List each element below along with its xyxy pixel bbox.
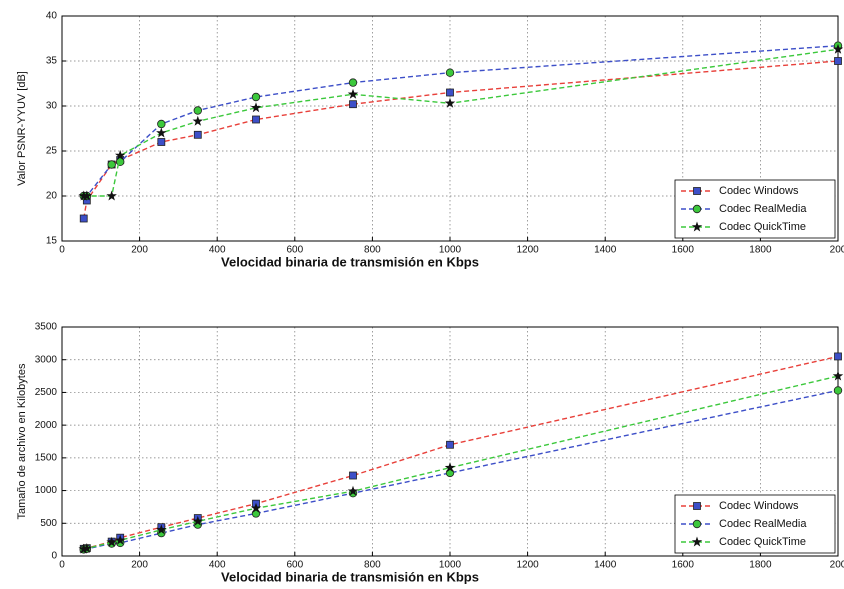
marker [349, 100, 357, 109]
y-tick-label: 3000 [35, 354, 58, 365]
legend: Codec Windows Codec RealMedia Codec QuickT… [674, 494, 836, 554]
x-axis-label: Velocidad binaria de transmisión en Kbps [221, 254, 479, 269]
marker [251, 92, 261, 102]
y-tick-label: 20 [46, 191, 58, 202]
x-tick-label: 600 [286, 245, 303, 256]
marker [347, 88, 359, 99]
marker [156, 127, 167, 138]
marker [832, 43, 844, 54]
y-tick-label: 40 [46, 11, 58, 22]
x-tick-label: 1400 [594, 245, 617, 256]
x-tick-label: 1200 [516, 560, 539, 571]
marker [106, 190, 117, 201]
y-tick-label: 35 [46, 56, 58, 67]
y-tick-label: 2500 [35, 387, 58, 398]
x-tick-label: 1600 [672, 560, 695, 571]
x-tick-label: 200 [830, 560, 844, 571]
x-tick-label: 200 [830, 245, 844, 256]
marker [693, 502, 701, 510]
x-tick-label: 1800 [749, 560, 772, 571]
marker [157, 119, 166, 129]
marker [250, 502, 262, 513]
y-tick-label: 1500 [35, 452, 58, 463]
marker [347, 485, 359, 496]
legend-label: Codec QuickTime [719, 536, 806, 548]
marker [445, 68, 455, 77]
marker [833, 386, 843, 395]
x-tick-label: 1400 [594, 560, 617, 571]
legend-label: Codec RealMedia [719, 518, 807, 530]
y-tick-label: 0 [51, 551, 57, 562]
marker [107, 160, 116, 169]
chart: 0 200 400 600 800 1000 1200 1400 1600 1800 200 15 20… [16, 11, 844, 270]
marker [692, 519, 702, 529]
marker [79, 214, 88, 223]
y-tick-label: 500 [40, 518, 57, 529]
marker [691, 536, 703, 547]
marker [693, 187, 701, 195]
x-tick-label: 800 [364, 245, 381, 256]
series-line [83, 48, 839, 197]
y-tick-label: 30 [46, 101, 58, 112]
x-tick-label: 600 [286, 560, 303, 571]
marker [193, 130, 202, 139]
marker [446, 88, 454, 97]
y-axis-label: Valor PSNR-YYUV [dB] [16, 71, 28, 186]
x-tick-label: 200 [131, 245, 148, 256]
marker [250, 102, 262, 113]
x-tick-label: 1000 [439, 560, 462, 571]
marker [692, 204, 702, 214]
marker [114, 534, 126, 545]
marker [114, 150, 126, 160]
x-tick-label: 400 [209, 560, 226, 571]
y-tick-label: 3500 [35, 322, 58, 333]
marker [78, 543, 89, 554]
y-tick-label: 1000 [35, 485, 58, 496]
marker [444, 462, 456, 473]
marker [81, 190, 93, 201]
legend-label: Codec QuickTime [719, 221, 806, 233]
series-line [83, 45, 839, 197]
x-tick-label: 0 [59, 245, 65, 256]
marker [349, 471, 357, 480]
x-axis-label: Velocidad binaria de transmisión en Kbps [221, 569, 479, 584]
axes-frame [61, 15, 839, 242]
x-tick-label: 1000 [439, 245, 462, 256]
marker [252, 115, 260, 124]
marker [157, 138, 166, 146]
legend-label: Codec Windows [719, 500, 799, 512]
marker [444, 97, 456, 108]
marker [834, 57, 842, 65]
legend-label: Codec Windows [719, 185, 799, 197]
x-tick-label: 800 [364, 560, 381, 571]
legend: Codec Windows Codec RealMedia Codec QuickT… [674, 179, 836, 239]
marker [832, 370, 844, 381]
legend-label: Codec RealMedia [719, 203, 807, 215]
marker [348, 78, 358, 87]
x-tick-label: 1200 [516, 245, 539, 256]
x-tick-label: 200 [131, 560, 148, 571]
marker [156, 524, 167, 535]
x-tick-label: 1800 [749, 245, 772, 256]
marker [446, 440, 454, 449]
x-tick-label: 0 [59, 560, 65, 571]
y-tick-label: 25 [46, 146, 58, 157]
series-line [83, 389, 839, 551]
y-tick-label: 2000 [35, 420, 58, 431]
x-tick-label: 1600 [672, 245, 695, 256]
marker [193, 106, 202, 115]
marker [834, 352, 842, 361]
marker [192, 515, 204, 526]
chart: 0 200 400 600 800 1000 1200 1400 1600 1800 2000500… [16, 322, 844, 585]
marker [106, 536, 117, 547]
marker [81, 542, 93, 553]
y-axis-label: Tamaño de archivo en Kilobytes [16, 363, 28, 519]
marker [691, 221, 703, 232]
x-tick-label: 400 [209, 245, 226, 256]
series-line [83, 375, 839, 550]
marker [192, 115, 204, 126]
y-tick-label: 15 [46, 236, 58, 247]
axes-frame [61, 326, 839, 557]
